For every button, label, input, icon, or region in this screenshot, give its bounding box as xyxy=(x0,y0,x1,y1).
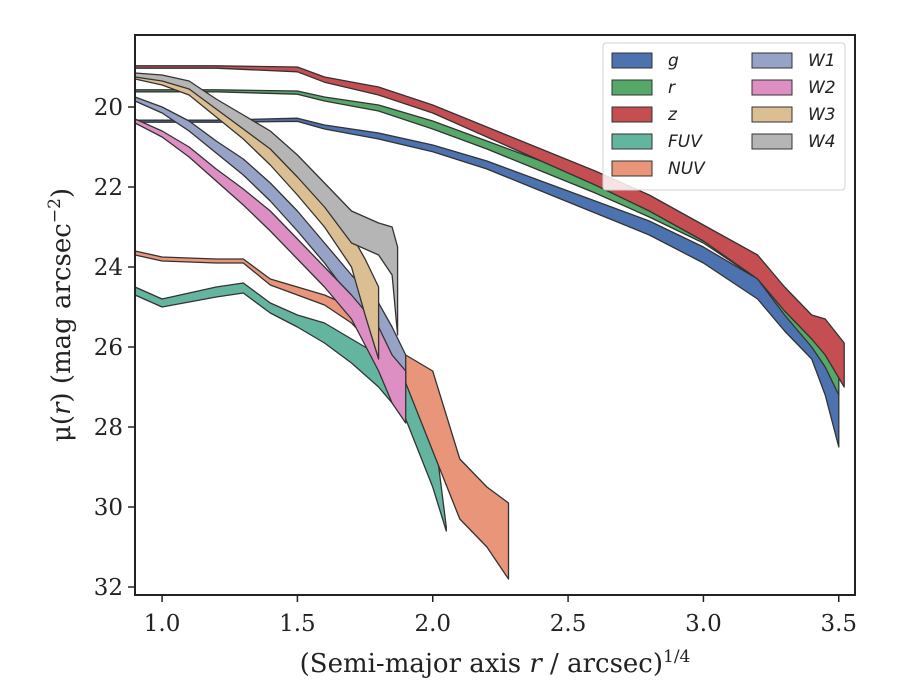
series-band-w4 xyxy=(134,72,399,336)
x-axis-label: (Semi-major axis r / arcsec)1/4 xyxy=(300,647,691,679)
legend-swatch-r xyxy=(611,79,653,96)
legend-swatch-z xyxy=(611,106,653,123)
x-tick-label: 2.5 xyxy=(550,611,587,637)
series-band-z xyxy=(134,65,845,388)
series-band-w2 xyxy=(134,118,407,424)
legend-label-w4: W4 xyxy=(808,132,836,152)
x-tick-label: 1.0 xyxy=(144,611,181,637)
legend-swatch-w2 xyxy=(751,79,793,96)
x-axis-ticks: 1.0 1.5 2.0 2.5 3.0 3.5 xyxy=(144,595,857,637)
y-tick-label: 32 xyxy=(94,575,123,601)
series-band-nuv xyxy=(134,250,510,580)
y-tick-label: 28 xyxy=(94,415,123,441)
x-tick-label: 2.0 xyxy=(414,611,451,637)
y-tick-label: 24 xyxy=(94,255,123,281)
legend-swatch-w3 xyxy=(751,106,793,123)
y-tick-label: 22 xyxy=(94,175,123,201)
x-tick-label: 1.5 xyxy=(279,611,316,637)
legend-label-fuv: FUV xyxy=(668,132,703,152)
plot-frame xyxy=(134,34,856,596)
legend: grz FUV NUV W1 W2 W3 W4 xyxy=(602,42,846,191)
y-tick-label: 20 xyxy=(94,95,123,121)
legend-label-w3: W3 xyxy=(808,105,836,125)
legend-swatch-g xyxy=(611,52,653,69)
series-band-r xyxy=(134,89,840,396)
y-axis-label: μ(r) (mag arcsec−2) xyxy=(45,188,77,442)
y-tick-label: 30 xyxy=(94,495,123,521)
legend-label-w2: W2 xyxy=(808,78,836,98)
y-tick-label: 26 xyxy=(94,335,123,361)
x-tick-label: 3.5 xyxy=(820,611,857,637)
series-layer xyxy=(134,65,845,580)
legend-label-z: z xyxy=(667,105,678,125)
legend-swatch-w1 xyxy=(751,52,793,69)
legend-label-nuv: NUV xyxy=(668,159,706,179)
legend-swatch-w4 xyxy=(751,133,793,150)
legend-swatch-fuv xyxy=(611,133,653,150)
legend-label-r: r xyxy=(668,78,676,98)
x-tick-label: 3.0 xyxy=(685,611,722,637)
legend-swatch-nuv xyxy=(611,160,653,177)
legend-label-g: g xyxy=(668,51,679,71)
y-axis-ticks: 20 22 24 26 28 30 32 xyxy=(94,95,135,601)
legend-label-w1: W1 xyxy=(808,51,836,71)
series-band-fuv xyxy=(134,282,447,532)
series-band-g xyxy=(134,117,840,448)
